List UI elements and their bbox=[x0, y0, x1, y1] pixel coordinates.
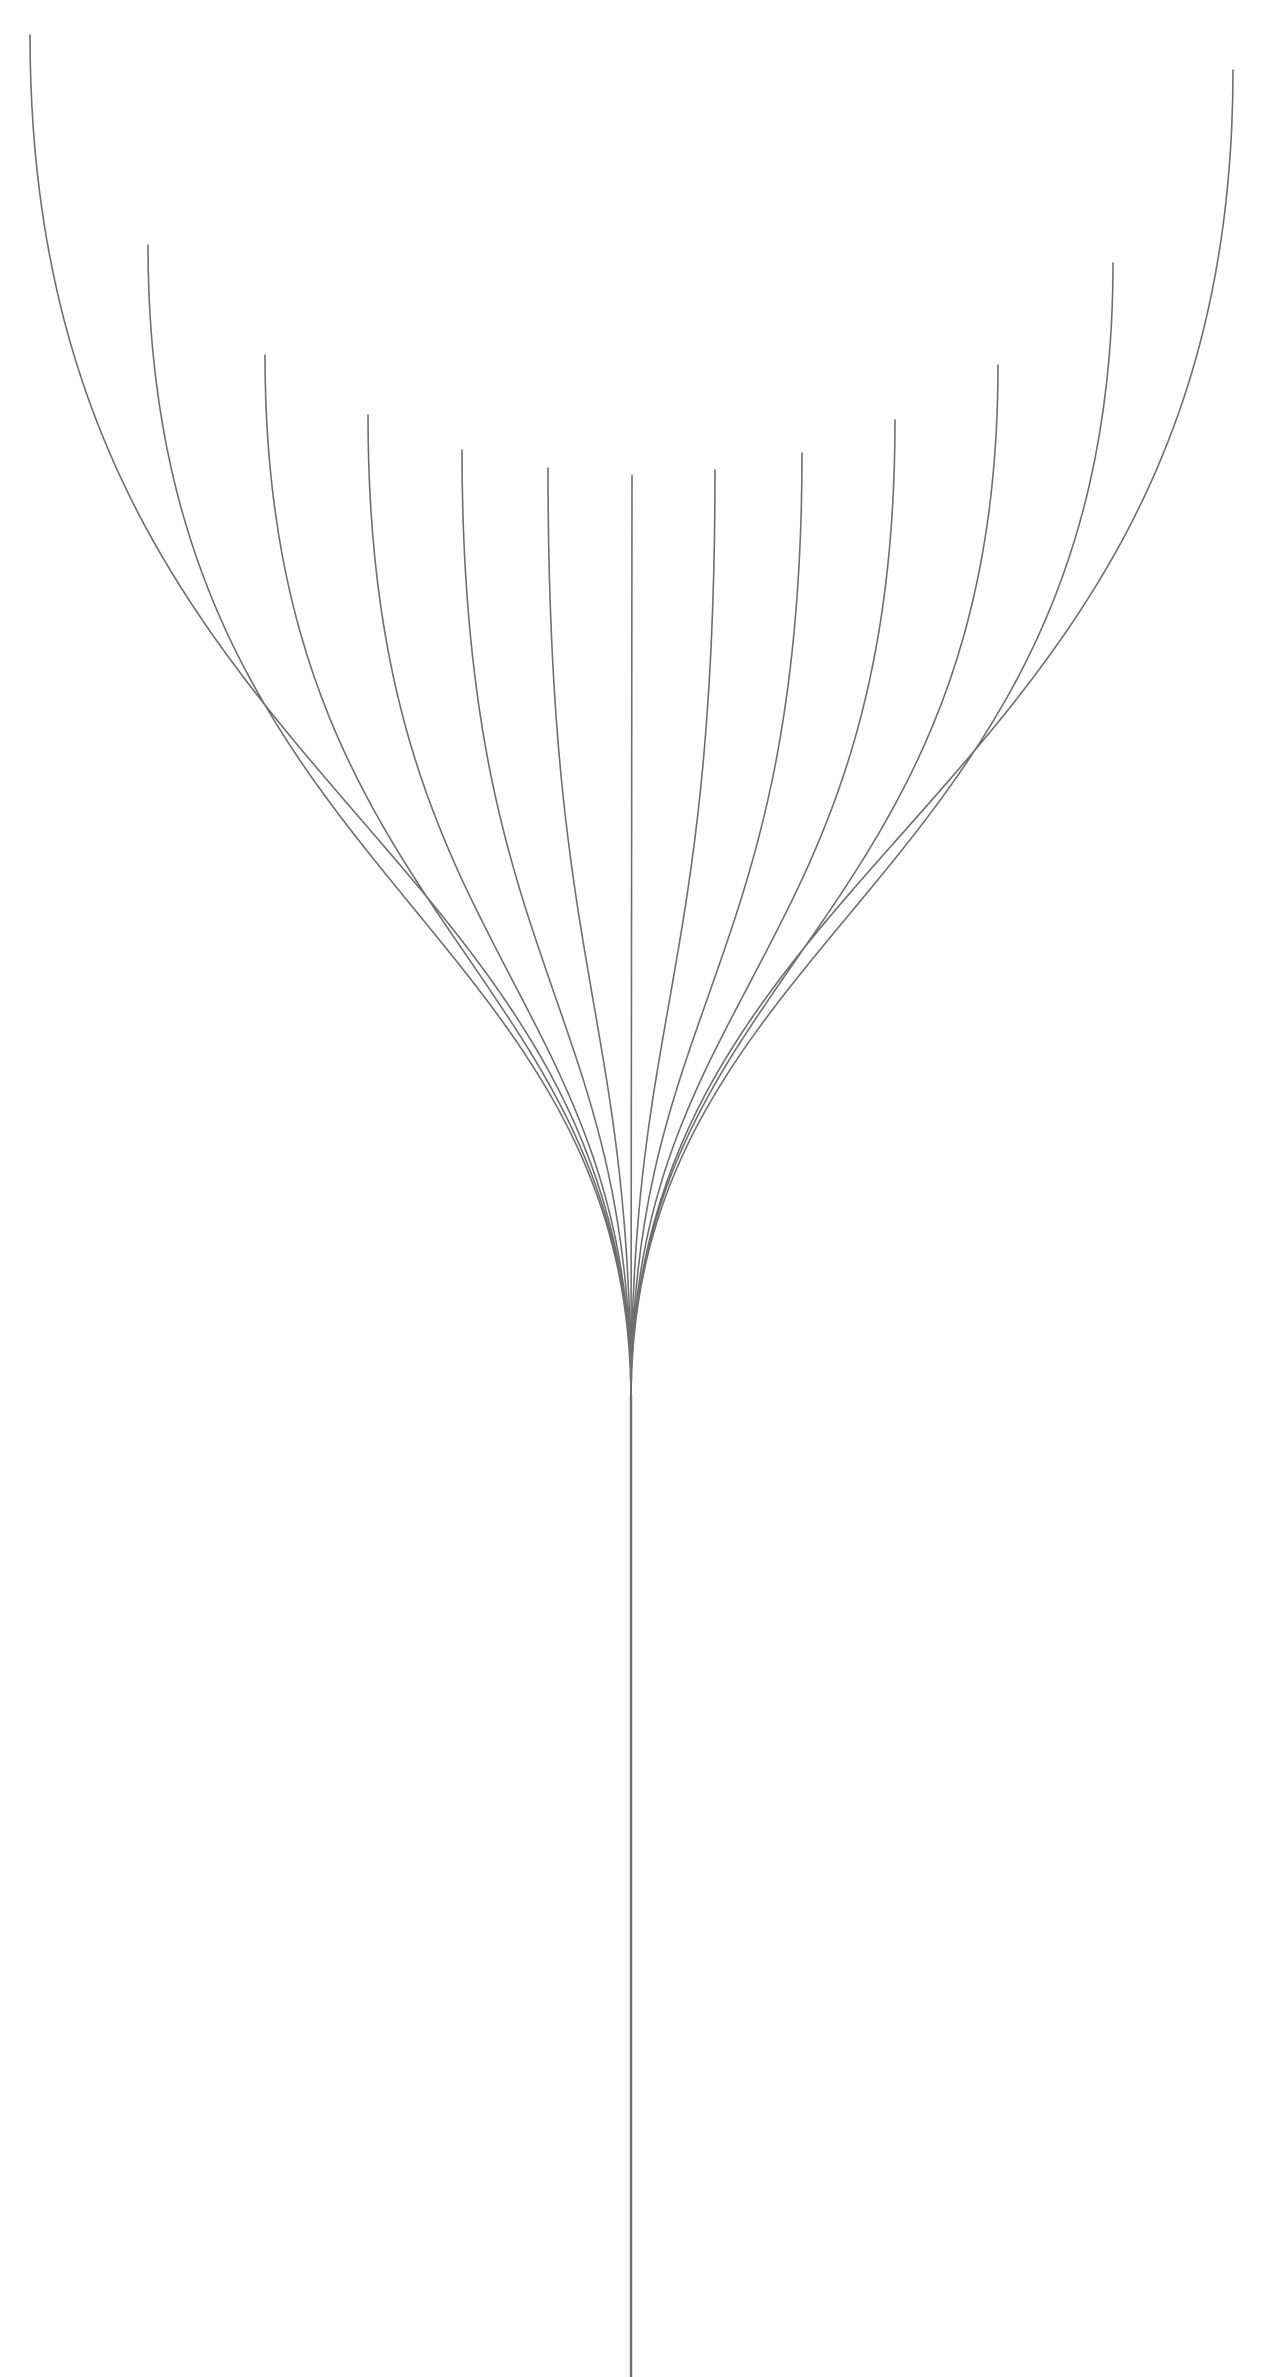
branch-group bbox=[29, 34, 1234, 1401]
branch-curve-12 bbox=[630, 262, 1114, 1401]
branch-curve-5 bbox=[461, 449, 632, 1401]
branch-curve-1 bbox=[29, 34, 632, 1401]
branch-curve-4 bbox=[367, 414, 632, 1401]
branch-curve-13 bbox=[630, 69, 1234, 1401]
branch-curve-2 bbox=[147, 244, 632, 1401]
branch-curve-9 bbox=[630, 452, 803, 1401]
branch-curve-11 bbox=[630, 364, 999, 1401]
branch-curve-10 bbox=[630, 419, 896, 1401]
branch-curve-6 bbox=[547, 467, 632, 1401]
branch-curve-3 bbox=[264, 354, 632, 1401]
branch-curve-8 bbox=[630, 469, 716, 1401]
branch-curve-7 bbox=[630, 474, 633, 1401]
